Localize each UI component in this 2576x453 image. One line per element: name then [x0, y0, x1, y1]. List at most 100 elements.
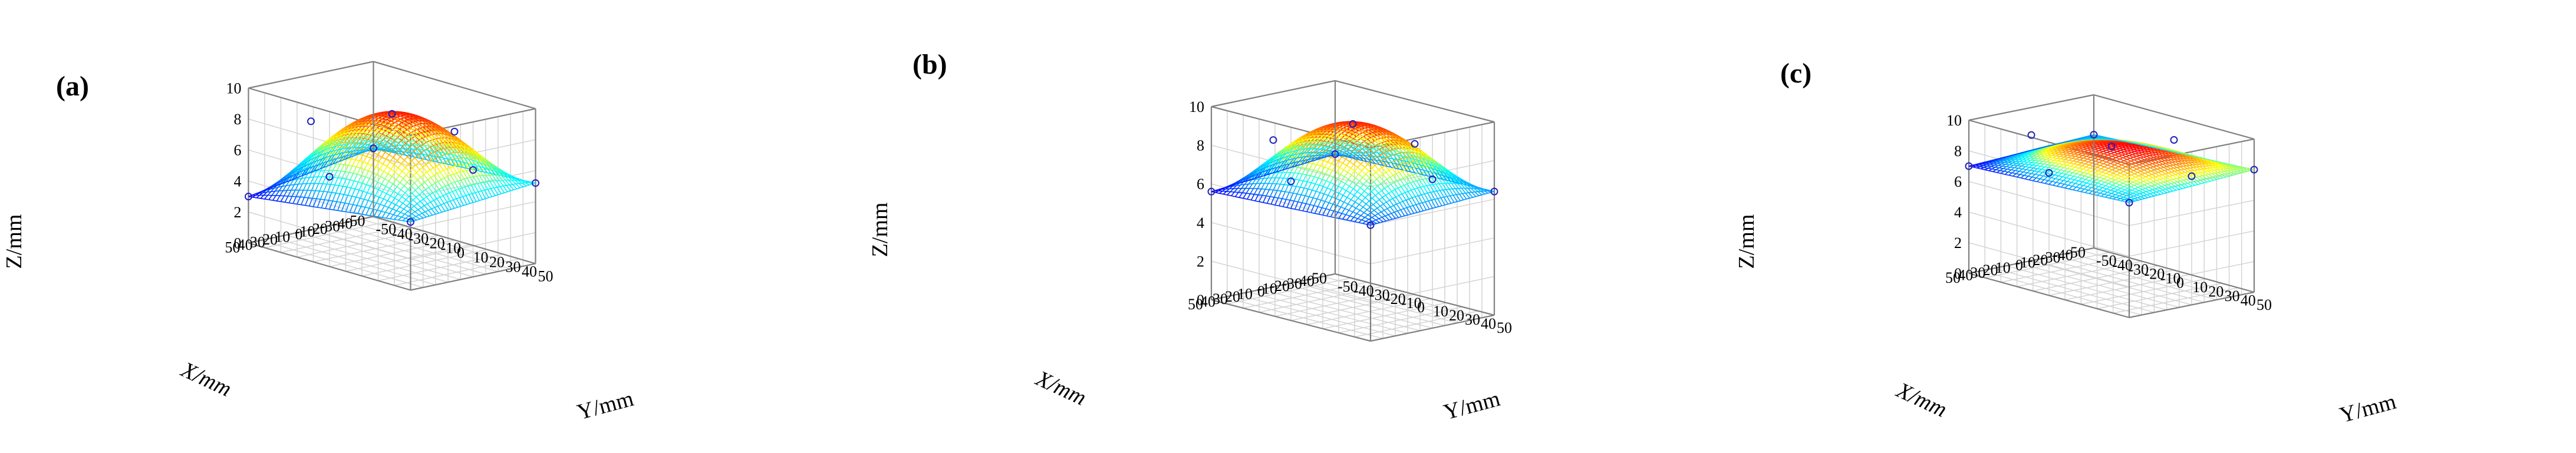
mesh-line: [373, 210, 378, 217]
mesh-line: [389, 183, 394, 189]
mesh-line: [442, 195, 448, 203]
mesh-line: [327, 143, 332, 150]
mesh-line: [1371, 191, 1376, 196]
mesh-line: [499, 186, 505, 193]
mesh-line: [485, 161, 489, 167]
mesh-line: [434, 151, 439, 158]
mesh-line: [1361, 215, 1365, 218]
mesh-line: [463, 146, 467, 151]
mesh-line: [409, 202, 414, 207]
mesh-line: [367, 138, 373, 141]
mesh-line: [309, 206, 314, 207]
mesh-line: [398, 219, 403, 221]
mesh-line: [384, 113, 388, 114]
mesh-line: [447, 131, 452, 134]
mesh-line: [421, 132, 426, 137]
mesh-line: [355, 160, 360, 167]
mesh-line: [453, 198, 457, 201]
mesh-line: [491, 170, 496, 175]
mesh-line: [457, 180, 463, 189]
mesh-line: [497, 167, 502, 171]
mesh-line: [380, 135, 384, 139]
mesh-line: [458, 166, 463, 168]
mesh-line: [357, 174, 362, 176]
mesh-line: [431, 123, 435, 127]
mesh-line: [1320, 165, 1325, 168]
mesh-line: [334, 184, 340, 186]
mesh-line: [452, 166, 457, 174]
mesh-line: [1382, 174, 1388, 180]
mesh-line: [1247, 199, 1251, 201]
mesh-line: [448, 184, 453, 192]
mesh-line: [437, 150, 442, 157]
mesh-line: [479, 166, 483, 173]
mesh-line: [1352, 205, 1356, 209]
mesh-line: [436, 124, 440, 127]
mesh-line: [403, 185, 409, 190]
mesh-line: [469, 155, 473, 161]
mesh-line: [1357, 191, 1362, 195]
mesh-line: [345, 203, 350, 212]
mesh-line: [381, 210, 386, 213]
mesh-line: [1341, 156, 1346, 160]
mesh-line: [378, 189, 383, 193]
mesh-line: [434, 161, 439, 163]
mesh-line: [1401, 193, 1406, 201]
mesh-line: [1356, 184, 1361, 189]
mesh-line: [332, 193, 337, 201]
mesh-line: [407, 186, 412, 190]
mesh-line: [1371, 217, 1376, 221]
mesh-line: [431, 207, 435, 210]
mesh-line: [450, 159, 455, 166]
mesh-line: [1375, 195, 1380, 200]
mesh-line: [337, 210, 342, 212]
mesh-line: [264, 194, 268, 200]
mesh-line: [489, 181, 495, 189]
mesh-line: [477, 191, 483, 200]
mesh-line: [459, 144, 463, 150]
mesh-line: [401, 160, 405, 164]
mesh-line: [268, 195, 272, 200]
mesh-line: [1424, 193, 1429, 201]
mesh-line: [1342, 213, 1346, 216]
mesh-line: [351, 143, 356, 148]
mesh-line: [256, 197, 261, 199]
mesh-line: [1343, 194, 1348, 198]
mesh-line: [440, 203, 444, 206]
mesh-line: [1412, 205, 1418, 213]
mesh-line: [421, 213, 427, 218]
mesh-line: [1355, 207, 1361, 211]
mesh-line: [400, 211, 405, 215]
mesh-line: [403, 126, 407, 130]
mesh-line: [1294, 209, 1299, 211]
mesh-line: [1294, 172, 1299, 174]
mesh-line: [469, 202, 473, 204]
mesh-line: [374, 159, 379, 163]
mesh-line: [315, 183, 319, 191]
mesh-line: [383, 135, 387, 140]
mesh-line: [457, 151, 461, 157]
mesh-line: [317, 170, 321, 171]
mesh-line: [421, 136, 426, 139]
mesh-line: [462, 141, 466, 145]
mesh-line: [1285, 191, 1290, 193]
mesh-line: [353, 147, 358, 151]
mesh-line: [414, 187, 419, 191]
mesh-line: [345, 178, 351, 181]
mesh-line: [440, 179, 446, 187]
mesh-line: [406, 199, 410, 203]
mesh-line: [417, 179, 422, 185]
mesh-line: [272, 200, 277, 201]
mesh-line: [440, 126, 444, 130]
mesh-line: [1343, 136, 1348, 139]
mesh-line: [356, 147, 361, 151]
mesh-line: [380, 171, 384, 177]
mesh-line: [1301, 194, 1306, 197]
mesh-line: [445, 132, 449, 137]
mesh-line: [1337, 178, 1342, 182]
mesh-line: [366, 156, 371, 159]
mesh-line: [1395, 196, 1401, 203]
mesh-line: [354, 180, 358, 183]
mesh-line: [369, 172, 373, 179]
mesh-line: [1345, 208, 1349, 211]
